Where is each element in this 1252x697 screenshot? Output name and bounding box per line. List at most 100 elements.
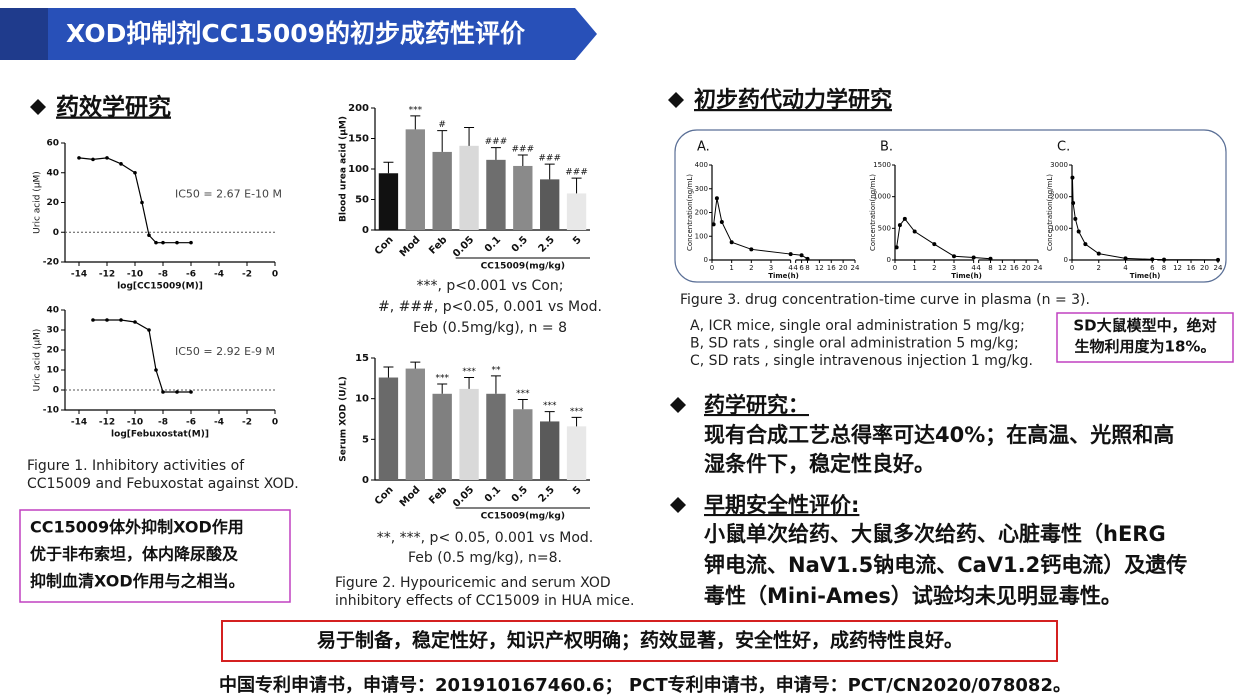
point: [140, 200, 144, 205]
error-bar: [544, 163, 555, 180]
y-axis-label: Concentration(ng/mL): [1046, 174, 1054, 251]
pk-line: [896, 218, 991, 260]
significance: #: [438, 120, 446, 130]
x-tick-label: -12: [99, 270, 115, 280]
x-tick-label: -8: [158, 270, 168, 280]
point: [175, 240, 179, 245]
stat-note: #, ###, p<0.05, 0.001 vs Mod.: [378, 299, 602, 315]
point: [1096, 251, 1101, 256]
x-tick-label: 4: [976, 264, 981, 272]
body-line: 现有合成工艺总得率可达40%；在高温、光照和高: [704, 423, 1174, 447]
x-tick-label: 8: [1162, 264, 1166, 272]
point: [161, 240, 165, 245]
conclusion-line: CC15009体外抑制XOD作用: [30, 518, 244, 537]
x-tick-label: 24: [1214, 264, 1223, 272]
point: [175, 390, 179, 394]
x-tick-label: 20: [839, 264, 848, 272]
stat-note: **, ***, p< 0.05, 0.001 vs Mod.: [377, 530, 593, 546]
error-bar: [383, 161, 394, 174]
section-heading: 初步药代动力学研究: [694, 87, 892, 113]
point: [119, 318, 123, 322]
pk-panel: [674, 129, 1227, 283]
point: [133, 170, 137, 175]
point: [1073, 216, 1078, 221]
x-tick-label: 8: [805, 264, 809, 272]
point: [189, 390, 193, 394]
y-tick-label: 300: [695, 185, 708, 193]
point: [729, 240, 734, 245]
point: [119, 162, 123, 166]
y-tick-label: 5: [362, 434, 369, 445]
point: [91, 318, 95, 322]
pk-line: [1071, 177, 1219, 261]
x-tick-label: -10: [127, 418, 143, 428]
x-axis-label: CC15009(mg/kg): [481, 512, 565, 522]
x-tick-label: 0: [710, 264, 714, 272]
x-tick-label: -6: [186, 418, 196, 428]
x-tick-label: -2: [242, 418, 252, 428]
axis: [1071, 165, 1218, 261]
significance: **: [491, 365, 501, 375]
bar: [513, 409, 533, 480]
x-tick-label: 2.5: [537, 484, 557, 504]
point: [154, 368, 158, 372]
y-tick-label: 40: [46, 306, 59, 316]
bullet: [668, 92, 684, 108]
body-line: 湿条件下，稳定性良好。: [704, 452, 935, 476]
detail-line: A, ICR mice, single oral administration …: [690, 318, 1025, 334]
y-tick-label: 2000: [1050, 193, 1068, 201]
y-tick-label: 0: [1064, 256, 1068, 264]
y-axis-label: Blood urea acid (μM): [339, 116, 349, 222]
x-tick-label: 20: [1022, 264, 1031, 272]
highlight-line: 生物利用度为18%。: [1075, 338, 1216, 356]
x-tick-label: 4: [793, 264, 798, 272]
point: [154, 240, 158, 245]
annotation: IC50 = 2.92 E-9 M: [175, 345, 275, 358]
point: [894, 245, 899, 250]
x-tick-label: 2: [749, 264, 753, 272]
x-tick-label: 24: [1034, 264, 1043, 272]
error-bar: [490, 375, 501, 394]
axis: [711, 165, 855, 261]
y-tick-label: 50: [355, 195, 369, 206]
x-tick-label: 8: [988, 264, 992, 272]
bar: [432, 393, 452, 480]
point: [133, 320, 137, 324]
point: [711, 222, 716, 227]
body-line: 小鼠单次给药、大鼠多次给药、心脏毒性（hERG: [704, 522, 1166, 546]
y-tick-label: 100: [348, 164, 369, 175]
error-bar: [544, 411, 555, 422]
significance: ###: [538, 154, 561, 164]
point: [77, 156, 81, 160]
conclusion-box: [19, 509, 291, 603]
x-tick-label: 12: [815, 264, 824, 272]
point: [1162, 257, 1167, 262]
x-tick-label: -14: [71, 418, 87, 428]
highlight-line: SD大鼠模型中，绝对: [1073, 317, 1216, 335]
y-axis-label: Uric acid (μM): [33, 329, 43, 392]
bullet: [670, 497, 686, 513]
x-tick-label: 24: [851, 264, 860, 272]
significance: ***: [462, 367, 476, 377]
panel-label: A.: [697, 140, 710, 155]
point: [161, 390, 165, 394]
x-tick-label: Mod: [398, 234, 423, 259]
figure-caption: inhibitory effects of CC15009 in HUA mic…: [335, 593, 634, 609]
y-tick-label: -20: [43, 258, 59, 268]
pk-line: [713, 198, 808, 260]
x-tick-label: -2: [242, 270, 252, 280]
x-tick-label: -10: [127, 270, 143, 280]
bar: [378, 377, 399, 480]
x-tick-label: 12: [1173, 264, 1182, 272]
bar: [405, 368, 425, 480]
y-tick-label: 30: [46, 326, 59, 336]
error-bar: [464, 377, 475, 389]
x-tick-label: 4: [788, 264, 793, 272]
y-tick-label: 150: [348, 134, 369, 145]
bar: [513, 165, 533, 230]
x-tick-label: 0.5: [510, 234, 530, 254]
x-tick-label: Feb: [427, 234, 449, 256]
point: [1083, 242, 1088, 247]
y-tick-label: 0: [362, 225, 369, 236]
x-tick-label: 2: [1097, 264, 1101, 272]
